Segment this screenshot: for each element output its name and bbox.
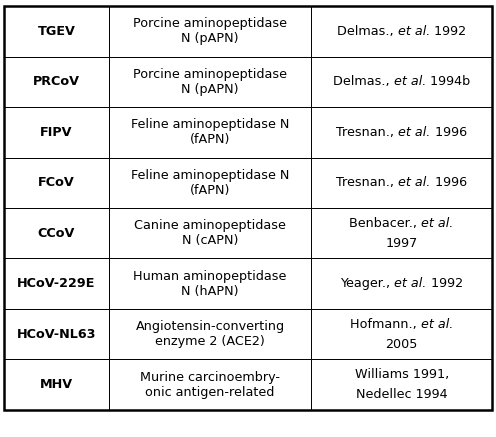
Text: HCoV-NL63: HCoV-NL63 [17, 328, 96, 341]
Bar [109, 259, 311, 309]
Text: et al.: et al. [398, 25, 430, 38]
Text: Canine aminopeptidase
N (cAPN): Canine aminopeptidase N (cAPN) [134, 219, 286, 247]
Text: Williams 1991,: Williams 1991, [355, 368, 449, 381]
Text: Benbacer.,: Benbacer., [350, 217, 422, 230]
Bar [4, 259, 109, 309]
Text: 1997: 1997 [385, 237, 418, 250]
Text: Porcine aminopeptidase
N (pAPN): Porcine aminopeptidase N (pAPN) [133, 68, 287, 96]
Text: et al.: et al. [398, 176, 431, 189]
Text: Human aminopeptidase
N (hAPN): Human aminopeptidase N (hAPN) [133, 270, 287, 298]
Text: PRCoV: PRCoV [33, 75, 80, 88]
Bar [4, 359, 109, 410]
Text: CCoV: CCoV [38, 227, 75, 240]
Text: Yeager.,: Yeager., [340, 277, 394, 290]
Bar [109, 6, 311, 57]
Text: Delmas.,: Delmas., [337, 25, 398, 38]
Text: Tresnan.,: Tresnan., [336, 126, 398, 139]
Text: Feline aminopeptidase N
(fAPN): Feline aminopeptidase N (fAPN) [131, 169, 289, 197]
Bar [109, 359, 311, 410]
Text: 2005: 2005 [385, 338, 418, 351]
Bar [109, 158, 311, 208]
Text: 1996: 1996 [431, 176, 467, 189]
Text: et al.: et al. [422, 217, 454, 230]
Bar [4, 309, 109, 359]
Bar [109, 107, 311, 158]
Text: et al.: et al. [394, 277, 427, 290]
Text: FIPV: FIPV [40, 126, 73, 139]
Text: TGEV: TGEV [38, 25, 75, 38]
Bar [311, 158, 492, 208]
Bar [311, 57, 492, 107]
Text: Delmas.,: Delmas., [333, 75, 394, 88]
Text: Feline aminopeptidase N
(fAPN): Feline aminopeptidase N (fAPN) [131, 118, 289, 146]
Text: HCoV-229E: HCoV-229E [17, 277, 96, 290]
Text: Tresnan.,: Tresnan., [336, 176, 398, 189]
Text: et al.: et al. [398, 126, 431, 139]
Bar [311, 259, 492, 309]
Text: et al.: et al. [421, 318, 453, 331]
Text: MHV: MHV [40, 378, 73, 391]
Text: 1994b: 1994b [426, 75, 470, 88]
Text: Murine carcinoembry-
onic antigen-related: Murine carcinoembry- onic antigen-relate… [140, 371, 280, 399]
Text: 1992: 1992 [430, 25, 466, 38]
Text: FCoV: FCoV [38, 176, 75, 189]
Text: 1992: 1992 [427, 277, 463, 290]
Bar [4, 57, 109, 107]
Bar [311, 6, 492, 57]
Bar [4, 208, 109, 258]
Bar [4, 6, 109, 57]
Bar [109, 208, 311, 258]
Bar [311, 107, 492, 158]
Bar [311, 208, 492, 258]
Bar [4, 107, 109, 158]
Text: Porcine aminopeptidase
N (pAPN): Porcine aminopeptidase N (pAPN) [133, 17, 287, 45]
Text: et al.: et al. [394, 75, 426, 88]
Text: Hofmann.,: Hofmann., [350, 318, 421, 331]
Text: Nedellec 1994: Nedellec 1994 [356, 388, 447, 401]
Bar [311, 359, 492, 410]
Bar [109, 57, 311, 107]
Bar [311, 309, 492, 359]
Bar [4, 158, 109, 208]
Bar [109, 309, 311, 359]
Text: Angiotensin-converting
enzyme 2 (ACE2): Angiotensin-converting enzyme 2 (ACE2) [135, 320, 285, 348]
Text: 1996: 1996 [431, 126, 467, 139]
